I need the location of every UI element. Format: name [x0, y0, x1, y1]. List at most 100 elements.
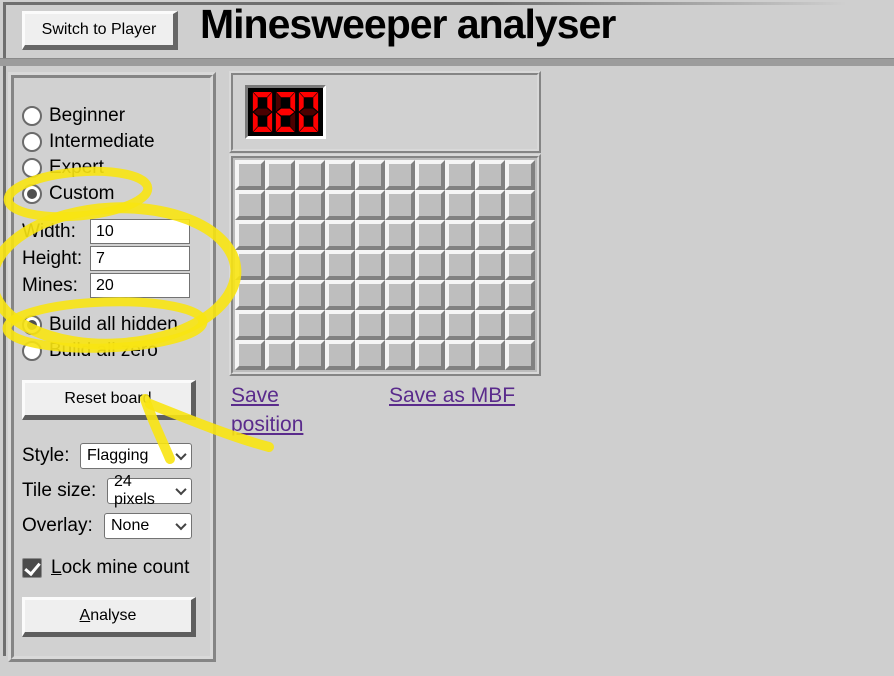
- radio-circle-intermediate[interactable]: [22, 132, 42, 152]
- board-tile[interactable]: [295, 340, 325, 370]
- board-tile[interactable]: [505, 190, 535, 220]
- save-as-mbf-link[interactable]: Save as MBF: [389, 384, 516, 407]
- board-tile[interactable]: [475, 160, 505, 190]
- board-tile[interactable]: [505, 250, 535, 280]
- board-tile[interactable]: [235, 220, 265, 250]
- board-tile[interactable]: [445, 160, 475, 190]
- board-tile[interactable]: [235, 310, 265, 340]
- reset-board-button[interactable]: Reset board: [22, 380, 196, 420]
- lock-mine-count-checkbox[interactable]: [22, 558, 42, 578]
- width-label: Width:: [22, 220, 76, 242]
- radio-build-all-hidden[interactable]: Build all hidden: [22, 312, 178, 338]
- radio-intermediate[interactable]: Intermediate: [22, 129, 155, 155]
- analyse-button[interactable]: Analyse: [22, 597, 196, 637]
- height-input[interactable]: [90, 246, 190, 271]
- radio-circle-beginner[interactable]: [22, 106, 42, 126]
- board-tile[interactable]: [475, 280, 505, 310]
- board-tile[interactable]: [415, 280, 445, 310]
- board-tile[interactable]: [475, 190, 505, 220]
- board-tile[interactable]: [385, 310, 415, 340]
- board-tile[interactable]: [505, 220, 535, 250]
- board-tile[interactable]: [415, 160, 445, 190]
- board-tile[interactable]: [415, 340, 445, 370]
- board-tile[interactable]: [505, 310, 535, 340]
- board-tile[interactable]: [265, 340, 295, 370]
- board-tile[interactable]: [385, 250, 415, 280]
- board-tile[interactable]: [295, 160, 325, 190]
- board-tile[interactable]: [445, 190, 475, 220]
- board-tile[interactable]: [235, 190, 265, 220]
- board-tile[interactable]: [475, 250, 505, 280]
- board-tile[interactable]: [295, 220, 325, 250]
- board-tile[interactable]: [325, 250, 355, 280]
- board-tile[interactable]: [265, 190, 295, 220]
- board-tile[interactable]: [265, 250, 295, 280]
- radio-circle-custom[interactable]: [22, 184, 42, 204]
- board-tile[interactable]: [475, 340, 505, 370]
- width-input[interactable]: [90, 219, 190, 244]
- board-tile[interactable]: [505, 340, 535, 370]
- board-tile[interactable]: [385, 340, 415, 370]
- board-tile[interactable]: [415, 220, 445, 250]
- board-tile[interactable]: [445, 280, 475, 310]
- switch-to-player-button[interactable]: Switch to Player: [22, 11, 178, 50]
- board-tile[interactable]: [355, 220, 385, 250]
- board-tile[interactable]: [505, 280, 535, 310]
- board-tile[interactable]: [295, 250, 325, 280]
- board-tile[interactable]: [385, 160, 415, 190]
- style-select[interactable]: Flagging: [80, 443, 192, 469]
- overlay-select[interactable]: None: [104, 513, 192, 539]
- board-tile[interactable]: [475, 220, 505, 250]
- radio-circle-build-all-zero[interactable]: [22, 341, 42, 361]
- board-tile[interactable]: [415, 190, 445, 220]
- board-tile[interactable]: [235, 250, 265, 280]
- board-tile[interactable]: [265, 310, 295, 340]
- board-tile[interactable]: [295, 190, 325, 220]
- mines-input[interactable]: [90, 273, 190, 298]
- board-tile[interactable]: [445, 310, 475, 340]
- board-tile[interactable]: [355, 160, 385, 190]
- radio-circle-expert[interactable]: [22, 158, 42, 178]
- radio-build-all-zero[interactable]: Build all zero: [22, 338, 178, 364]
- board-tile[interactable]: [415, 310, 445, 340]
- board-tile[interactable]: [415, 250, 445, 280]
- board-tile[interactable]: [325, 280, 355, 310]
- radio-circle-build-all-hidden[interactable]: [22, 315, 42, 335]
- board-tile[interactable]: [325, 340, 355, 370]
- board-tile[interactable]: [355, 250, 385, 280]
- board-tile[interactable]: [445, 340, 475, 370]
- board-tile[interactable]: [355, 190, 385, 220]
- board-tile[interactable]: [475, 310, 505, 340]
- board-tile[interactable]: [265, 220, 295, 250]
- height-field-row: Height:: [22, 245, 202, 272]
- board-tile[interactable]: [385, 190, 415, 220]
- board-tile[interactable]: [295, 310, 325, 340]
- save-position-link[interactable]: Save position: [231, 384, 304, 436]
- board-tile[interactable]: [385, 280, 415, 310]
- board-tile[interactable]: [325, 310, 355, 340]
- board-tile[interactable]: [235, 340, 265, 370]
- radio-custom[interactable]: Custom: [22, 181, 155, 207]
- board-tile[interactable]: [265, 160, 295, 190]
- build-radio-group: Build all hidden Build all zero: [22, 312, 178, 364]
- board-tile[interactable]: [235, 280, 265, 310]
- board-panel: [229, 154, 541, 376]
- board-tile[interactable]: [295, 280, 325, 310]
- board-tile[interactable]: [325, 190, 355, 220]
- board-tile[interactable]: [355, 340, 385, 370]
- radio-expert[interactable]: Expert: [22, 155, 155, 181]
- board-tile[interactable]: [445, 220, 475, 250]
- tile-size-select[interactable]: 24 pixels: [107, 473, 192, 508]
- board-tile[interactable]: [385, 220, 415, 250]
- board-tile[interactable]: [355, 310, 385, 340]
- board-tile[interactable]: [325, 220, 355, 250]
- board-tile[interactable]: [505, 160, 535, 190]
- board-tile[interactable]: [355, 280, 385, 310]
- board-tile[interactable]: [235, 160, 265, 190]
- radio-beginner[interactable]: Beginner: [22, 103, 155, 129]
- board-tile[interactable]: [325, 160, 355, 190]
- lock-mine-count-row[interactable]: Lock mine count: [22, 556, 189, 580]
- board-tile[interactable]: [265, 280, 295, 310]
- board-tile[interactable]: [445, 250, 475, 280]
- overlay-label: Overlay:: [22, 515, 93, 536]
